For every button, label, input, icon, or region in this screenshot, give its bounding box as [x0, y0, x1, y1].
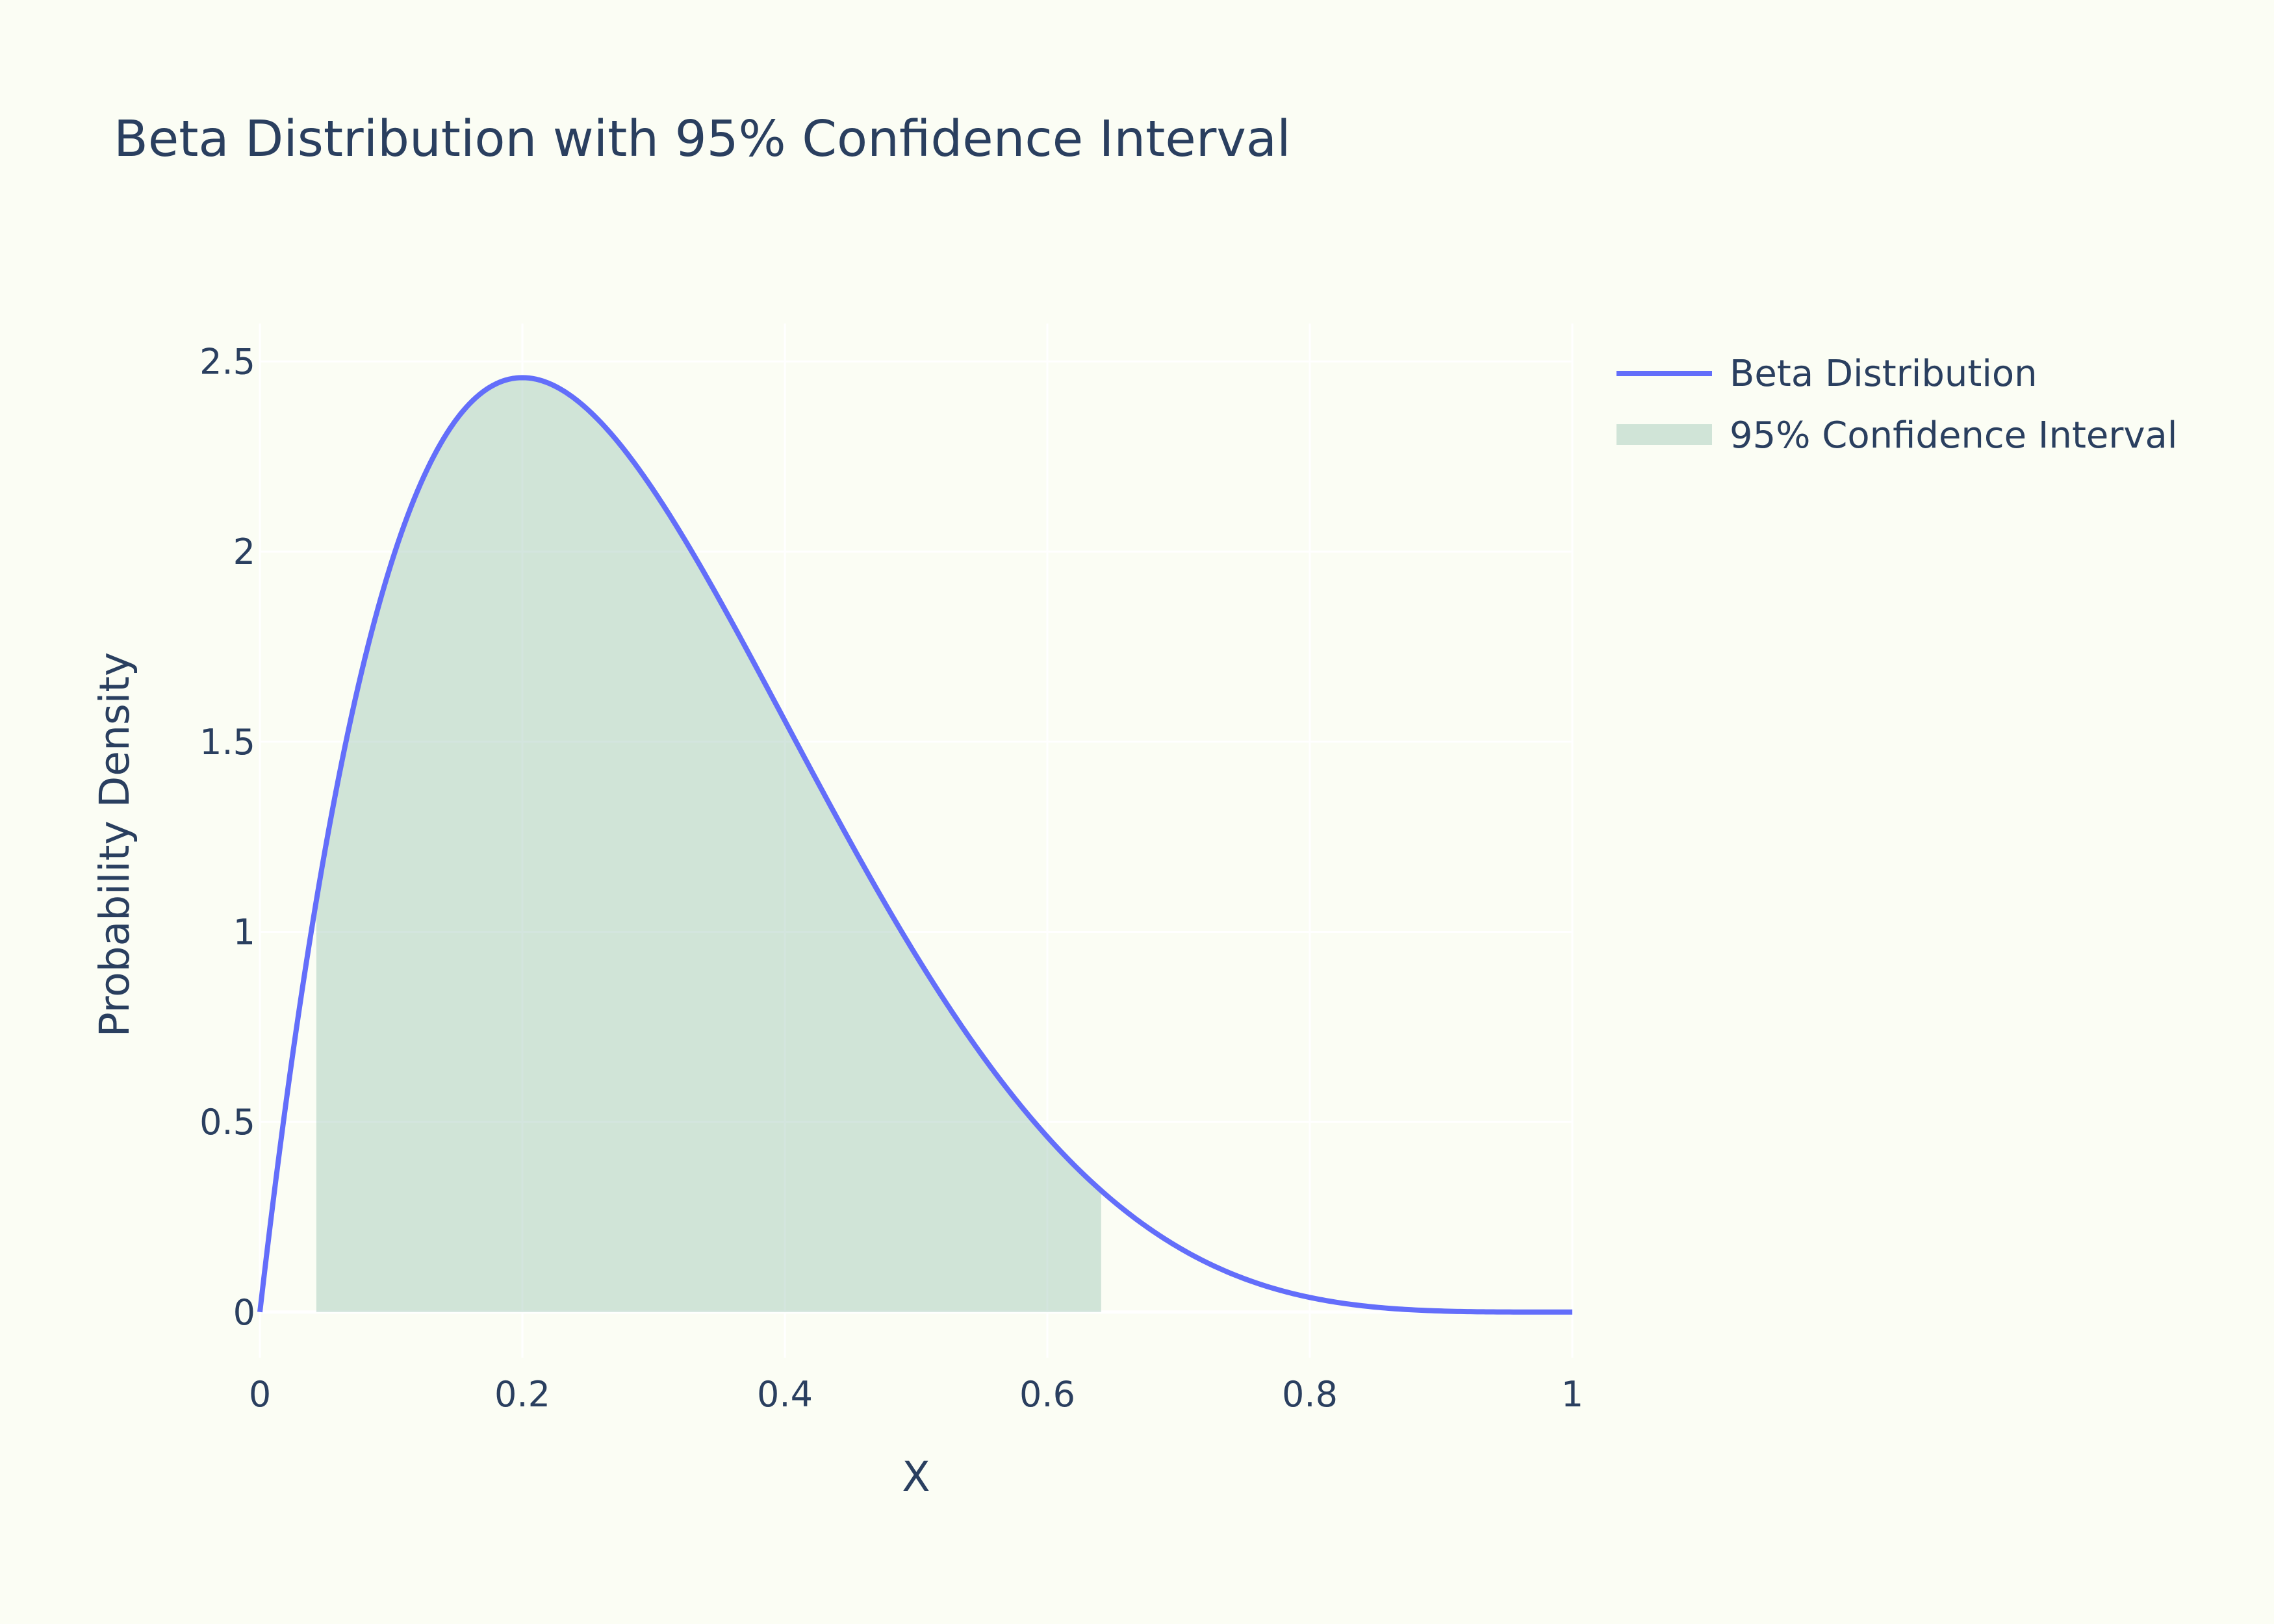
y-tick-label: 0: [233, 1292, 255, 1333]
x-tick-label: 0.6: [1019, 1374, 1075, 1415]
confidence-interval-layer: [316, 377, 1101, 1312]
y-tick-label: 1.5: [199, 722, 255, 763]
y-tick-label: 2.5: [199, 342, 255, 383]
y-tick-label: 1: [233, 911, 255, 952]
grid: [259, 324, 1574, 1358]
y-tick-label: 2: [233, 531, 255, 572]
y-tick-label: 0.5: [199, 1102, 255, 1143]
y-axis-ticks: 0 0.5 1 1.5 2 2.5: [199, 342, 255, 1333]
x-tick-label: 0.4: [757, 1374, 813, 1415]
distribution-line-layer: [257, 375, 1572, 1315]
x-axis-title: X: [902, 1453, 930, 1501]
confidence-interval-area: [316, 377, 1101, 1312]
legend-label-ci[interactable]: 95% Confidence Interval: [1730, 414, 2177, 457]
legend-label-beta[interactable]: Beta Distribution: [1730, 353, 2038, 395]
x-tick-label: 0: [249, 1374, 271, 1415]
x-tick-label: 0.2: [494, 1374, 550, 1415]
beta-distribution-line: [257, 375, 1572, 1315]
x-axis-ticks: 0 0.2 0.4 0.6 0.8 1: [249, 1374, 1583, 1415]
chart-title: Beta Distribution with 95% Confidence In…: [114, 110, 1291, 168]
legend-area-swatch[interactable]: [1616, 424, 1712, 445]
y-axis-title: Probability Density: [91, 652, 138, 1037]
x-tick-label: 0.8: [1282, 1374, 1338, 1415]
legend: Beta Distribution 95% Confidence Interva…: [1616, 353, 2177, 457]
x-tick-label: 1: [1561, 1374, 1583, 1415]
